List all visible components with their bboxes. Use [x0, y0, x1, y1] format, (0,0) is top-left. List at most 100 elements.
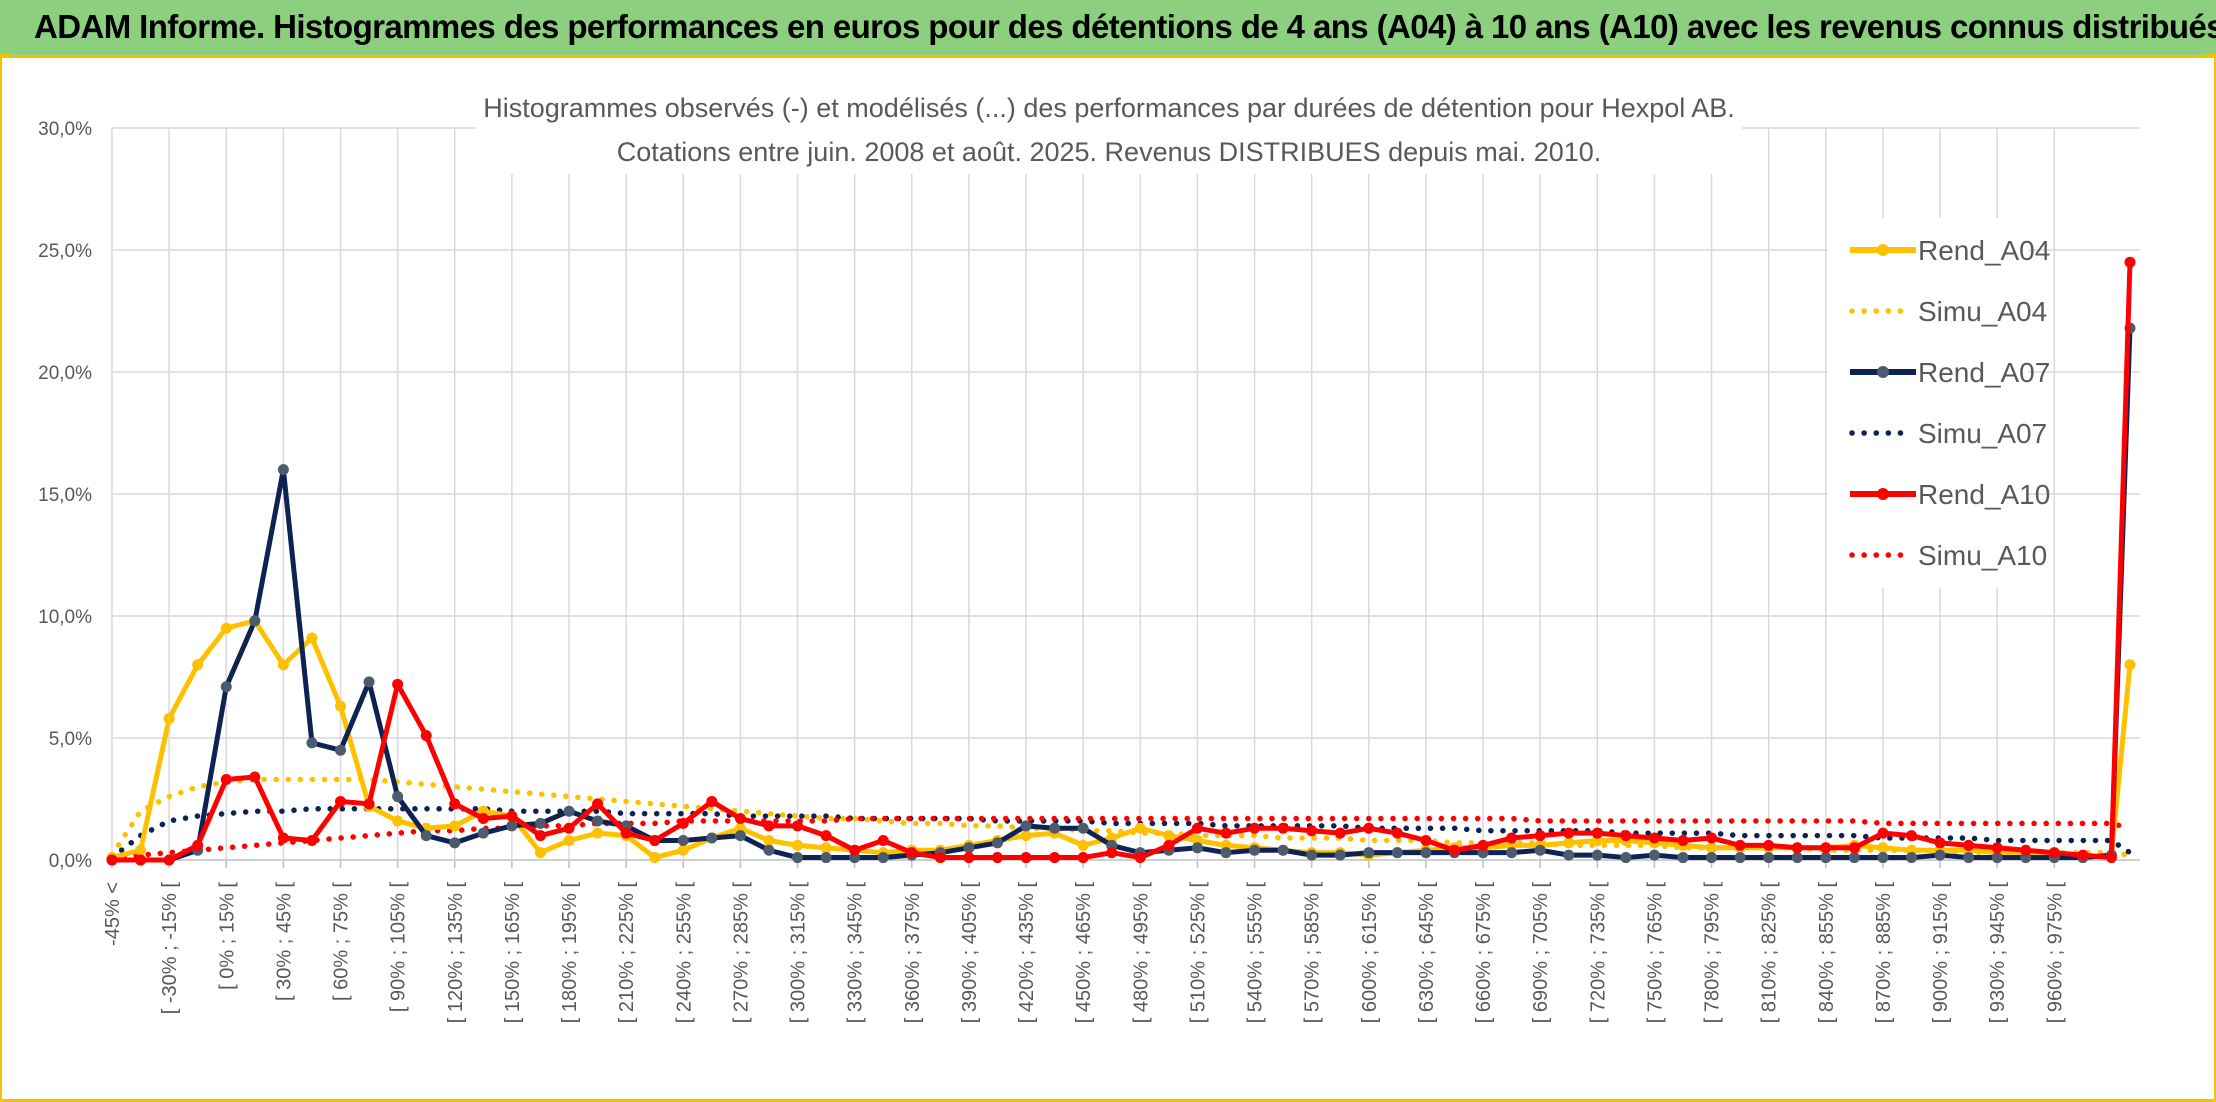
data-point	[1077, 839, 1089, 851]
data-point	[135, 854, 147, 866]
legend-marker	[1877, 366, 1889, 378]
x-tick-label: [ 960% ; 975% [	[2044, 882, 2066, 1024]
data-point	[363, 798, 375, 810]
data-point	[877, 834, 889, 846]
data-point	[1077, 852, 1089, 864]
data-point	[1963, 839, 1975, 851]
data-point	[534, 847, 546, 859]
grid-layer	[111, 127, 2140, 868]
data-point	[2077, 849, 2089, 861]
x-tick-label: [ 660% ; 675% [	[1473, 882, 1495, 1024]
data-point	[1905, 830, 1917, 842]
data-point	[392, 815, 404, 827]
x-tick-label: [ 150% ; 165% [	[502, 882, 524, 1024]
data-point	[1277, 822, 1289, 834]
data-point	[335, 744, 347, 756]
data-point	[1249, 822, 1261, 834]
data-point	[335, 795, 347, 807]
chart-subtitle: Cotations entre juin. 2008 et août. 2025…	[617, 137, 1602, 167]
data-point	[2048, 847, 2060, 859]
data-point	[963, 852, 975, 864]
x-tick-label: [ 510% ; 525% [	[1187, 882, 1209, 1024]
data-point	[392, 791, 404, 803]
chart-title-group: Histogrammes observés (-) et modélisés (…	[476, 84, 1742, 174]
legend-label: Rend_A07	[1918, 357, 2050, 388]
series-line-rend_a10	[112, 262, 2133, 863]
x-tick-label: [ 30% ; 45% [	[273, 882, 295, 1001]
data-point	[277, 659, 289, 671]
data-point	[849, 844, 861, 856]
data-point	[1020, 852, 1032, 864]
x-tick-label: [ 600% ; 615% [	[1359, 882, 1381, 1024]
data-point	[449, 820, 461, 832]
data-point	[1363, 847, 1375, 859]
x-tick-label: [ 810% ; 825% [	[1759, 882, 1781, 1024]
data-point	[592, 798, 604, 810]
x-tick-label: [ 840% ; 855% [	[1816, 882, 1838, 1024]
data-point	[1706, 842, 1718, 854]
data-point	[1134, 822, 1146, 834]
data-point	[277, 464, 289, 476]
data-point	[649, 834, 661, 846]
data-point	[677, 844, 689, 856]
data-point	[734, 813, 746, 825]
data-point	[363, 676, 375, 688]
data-point	[1677, 834, 1689, 846]
x-tick-label: [ 930% ; 945% [	[1987, 882, 2009, 1024]
data-point	[1820, 852, 1832, 864]
data-point	[2124, 256, 2136, 268]
data-point	[1706, 832, 1718, 844]
x-axis-ticks: -45% < [ -30% ; -15% [[ 0% ; 15% [[ 30% ;…	[102, 882, 2066, 1024]
x-tick-label: -45% <	[102, 882, 124, 946]
data-point	[249, 615, 261, 627]
data-point	[1563, 827, 1575, 839]
data-point	[1991, 842, 2003, 854]
corner-accent-right	[2206, 54, 2216, 58]
y-tick-label: 20,0%	[38, 363, 92, 384]
data-point	[1220, 827, 1232, 839]
x-tick-label: [ 870% ; 885% [	[1873, 882, 1895, 1024]
series-line-rend_a07	[112, 327, 2133, 863]
data-point	[677, 817, 689, 829]
data-point	[934, 852, 946, 864]
data-point	[1163, 830, 1175, 842]
data-point	[1506, 847, 1518, 859]
data-point	[106, 854, 118, 866]
report-banner: ADAM Informe. Histogrammes des performan…	[0, 0, 2216, 58]
data-point	[420, 730, 432, 742]
y-tick-label: 15,0%	[38, 485, 92, 506]
data-point	[792, 839, 804, 851]
data-point	[1963, 852, 1975, 864]
bottom-border	[0, 1099, 2216, 1102]
data-point	[820, 842, 832, 854]
x-tick-label: [ 210% ; 225% [	[616, 882, 638, 1024]
data-point	[792, 820, 804, 832]
data-point	[820, 830, 832, 842]
data-point	[1791, 842, 1803, 854]
report-title: ADAM Informe. Histogrammes des performan…	[34, 8, 2216, 45]
data-point	[592, 815, 604, 827]
right-border	[2214, 58, 2216, 1102]
data-point	[1620, 830, 1632, 842]
y-tick-label: 25,0%	[38, 241, 92, 262]
x-tick-label: [ 330% ; 345% [	[845, 882, 867, 1024]
data-point	[620, 827, 632, 839]
data-point	[1020, 820, 1032, 832]
x-tick-label: [ 120% ; 135% [	[445, 882, 467, 1024]
data-point	[1448, 844, 1460, 856]
data-point	[534, 830, 546, 842]
left-border	[0, 58, 2, 1102]
legend-label: Simu_A04	[1918, 296, 2047, 327]
legend-label: Rend_A10	[1918, 479, 2050, 510]
data-point	[1391, 827, 1403, 839]
data-point	[1106, 847, 1118, 859]
data-point	[563, 805, 575, 817]
data-point	[306, 632, 318, 644]
data-point	[1249, 844, 1261, 856]
data-point	[306, 737, 318, 749]
legend-label: Rend_A04	[1918, 235, 2050, 266]
data-point	[2020, 844, 2032, 856]
x-tick-label: [ 630% ; 645% [	[1416, 882, 1438, 1024]
